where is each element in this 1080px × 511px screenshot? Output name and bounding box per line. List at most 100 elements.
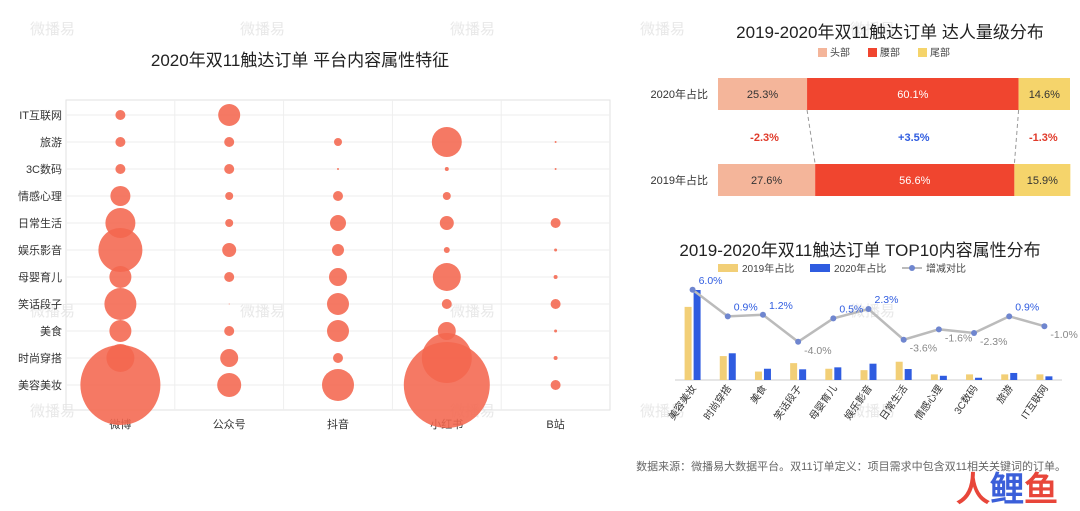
bar-2019 — [754, 371, 762, 380]
change-point — [1041, 323, 1048, 330]
bubble-point — [224, 272, 235, 282]
bubble-point — [337, 168, 339, 170]
change-point — [689, 286, 696, 293]
bar-2020 — [799, 369, 807, 380]
y-tick-label: 情感心理 — [18, 190, 62, 203]
bubble-point — [222, 243, 237, 257]
bubble-point — [104, 288, 137, 320]
bar-2020 — [975, 377, 983, 380]
bubble-point — [224, 137, 235, 147]
change-label: -1.0% — [1050, 329, 1077, 341]
change-label: -2.3% — [980, 336, 1007, 348]
change-point — [935, 326, 942, 333]
y-tick-label: 母婴育儿 — [18, 270, 62, 284]
bubble-point — [442, 192, 451, 200]
change-point — [865, 306, 872, 313]
bar-2020 — [728, 353, 736, 380]
bubble-point — [550, 380, 561, 390]
bubble-point — [439, 216, 454, 230]
logo-char-3: 鱼 — [1024, 471, 1058, 509]
watermark-text: 微播易 — [450, 303, 496, 320]
change-label: 0.9% — [734, 301, 758, 313]
row-label: 2020年占比 — [651, 87, 708, 101]
bubble-point — [225, 192, 234, 200]
bubble-point — [327, 320, 349, 342]
stacked-bar-segment — [1018, 78, 1070, 110]
bubble-point — [217, 373, 242, 397]
bubble-point — [225, 219, 234, 227]
y-tick-label: 美容美妆 — [18, 378, 62, 392]
bubble-point — [332, 244, 344, 256]
bubble-point — [553, 275, 558, 279]
change-label: 0.9% — [1015, 301, 1039, 313]
x-tick-label: 日常生活 — [877, 382, 911, 422]
change-point — [971, 329, 978, 336]
bar-2019 — [1001, 374, 1009, 380]
logo-char-2: 鲤 — [990, 471, 1024, 509]
x-tick-label: 3C数码 — [951, 382, 980, 416]
source-footnote: 数据来源：微播易大数据平台。双11订单定义：项目需求中包含双11相关关键词的订单… — [636, 461, 1066, 473]
bubble-point — [403, 342, 490, 428]
bubble-point — [553, 356, 558, 360]
watermark-text: 微播易 — [640, 21, 686, 38]
legend-label: 2019年占比 — [742, 262, 794, 275]
data-label: 27.6% — [751, 175, 782, 187]
legend-label: 尾部 — [930, 46, 950, 59]
bubble-point — [333, 191, 343, 201]
watermark-text: 微播易 — [240, 303, 286, 320]
bar-2019 — [860, 370, 868, 380]
data-label: 25.3% — [747, 89, 778, 101]
change-label: 2.3% — [875, 294, 899, 306]
connector-line — [1013, 109, 1020, 165]
data-label: 14.6% — [1029, 89, 1060, 101]
bubble-point — [554, 248, 558, 252]
change-label: 6.0% — [699, 275, 723, 287]
legend-swatch — [818, 48, 827, 57]
y-tick-label: 娱乐影音 — [18, 243, 62, 257]
y-tick-label: 笑话段子 — [18, 297, 62, 311]
tier-chart: 头部 腰部 尾部 2020年占比 25.3% 60.1% 14.6% 2019年占比 27.6%… — [651, 46, 1071, 196]
legend-swatch — [868, 48, 877, 57]
x-tick-label: 美容美妆 — [665, 382, 699, 422]
bubble-point — [220, 349, 239, 367]
change-label: +3.5% — [898, 132, 930, 144]
logo-char-1: 人 — [956, 471, 990, 509]
change-label: -1.3% — [1029, 132, 1058, 144]
bubble-point — [441, 299, 452, 309]
x-tick-label: 抖音 — [327, 417, 349, 431]
watermark-text: 微播易 — [30, 21, 76, 38]
bubble-point — [554, 329, 558, 333]
x-tick-label: 时尚穿搭 — [701, 382, 735, 422]
watermark-text: 微播易 — [450, 21, 496, 38]
data-label: 15.9% — [1027, 175, 1058, 187]
bar-2019 — [966, 374, 974, 380]
change-point — [724, 313, 731, 320]
legend-label: 头部 — [830, 46, 850, 59]
row-label: 2019年占比 — [651, 173, 708, 187]
bubble-point — [224, 164, 235, 174]
x-tick-label: 情感心理 — [912, 382, 946, 422]
brand-logo: 人鲤鱼 — [956, 462, 1058, 511]
legend-label: 增减对比 — [926, 262, 966, 275]
bar-2019 — [684, 306, 692, 380]
plot-frame — [65, 99, 611, 411]
stacked-bar-segment — [718, 78, 808, 110]
bar-2020 — [1010, 372, 1018, 380]
bar-2019 — [930, 374, 938, 380]
y-tick-label: IT互联网 — [19, 109, 62, 122]
x-tick-label: 笑话段子 — [771, 382, 805, 422]
watermark-text: 微播易 — [240, 21, 286, 38]
bubble-point — [554, 168, 557, 170]
change-label: -2.3% — [750, 132, 779, 144]
bubble-point — [554, 141, 557, 143]
x-tick-label: 公众号 — [213, 418, 246, 431]
change-point — [900, 336, 907, 343]
watermark-text: 微播易 — [640, 403, 686, 420]
legend-label: 腰部 — [880, 46, 900, 59]
connector-line — [806, 109, 816, 165]
x-tick-label: 美食 — [747, 382, 769, 406]
legend-swatch — [918, 48, 927, 57]
bubble-point — [329, 268, 347, 286]
